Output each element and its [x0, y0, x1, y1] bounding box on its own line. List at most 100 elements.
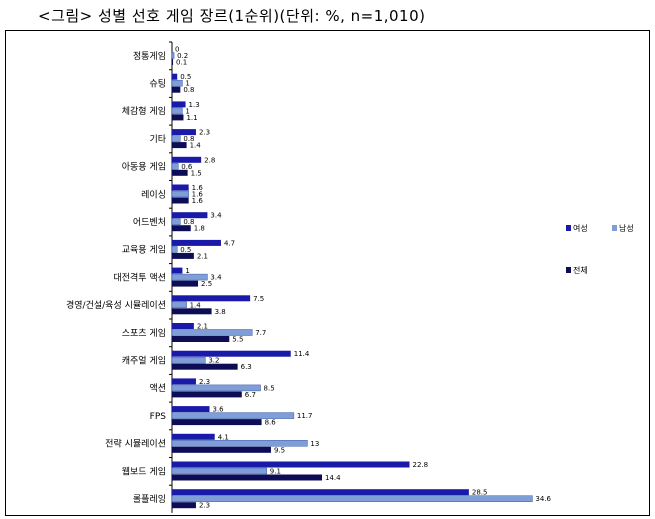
category-label: 기타: [149, 134, 166, 145]
category-label: 체감형 게임: [122, 105, 166, 117]
chart-frame: 정통게임 0 0.2 0.1 슈팅 0.5 1 0.8 체감형 게임 1.3 1 1.1 기타 2.3 0.…: [5, 30, 650, 516]
data-label: 1.3: [189, 101, 200, 109]
data-label: 4.1: [218, 433, 229, 441]
data-label: 5.5: [232, 336, 243, 344]
category-label: 경영/건설/육성 시뮬레이션: [66, 299, 166, 311]
bar-female: [172, 433, 215, 440]
data-label: 1.6: [192, 191, 204, 199]
data-label: 13: [310, 440, 319, 448]
bar-female: [172, 184, 189, 191]
legend-label-total: 전체: [573, 265, 588, 275]
bar-total: [172, 336, 230, 342]
data-label: 7.5: [253, 295, 264, 303]
bar-total: [172, 225, 191, 232]
bar-female: [172, 378, 196, 385]
bar-female: [172, 323, 194, 329]
legend-swatch-total: [566, 267, 571, 273]
bar-male: [171, 190, 189, 198]
bar-total: [172, 59, 174, 65]
bar-female: [172, 156, 202, 163]
bar-male: [171, 52, 175, 59]
data-label: 3.4: [210, 212, 222, 220]
category-label: 대전격투 액션: [113, 271, 166, 283]
bar-female: [172, 295, 251, 302]
data-label: 1.1: [186, 114, 197, 122]
data-label: 1: [185, 267, 189, 275]
data-label: 8.6: [265, 419, 277, 427]
bar-total: [172, 363, 238, 370]
category-label: 캐주얼 게임: [122, 354, 166, 366]
data-label: 9.1: [270, 468, 281, 476]
figure-title: <그림> 성별 선호 게임 장르(1순위)(단위: %, n=1,010): [38, 7, 426, 25]
bar-male: [171, 329, 253, 336]
data-label: 1.4: [190, 142, 202, 150]
bar-female: [172, 129, 196, 136]
bar-male: [171, 246, 178, 253]
bar-male: [171, 273, 208, 281]
bar-male: [171, 440, 308, 447]
data-label: 2.1: [197, 252, 208, 260]
bar-total: [172, 446, 271, 453]
bar-female: [172, 489, 469, 496]
data-label: 2.3: [199, 129, 210, 137]
bar-male: [171, 218, 181, 225]
bar-male: [171, 301, 187, 309]
bar-total: [172, 252, 194, 259]
data-label: 2.1: [197, 323, 208, 331]
category-label: 전략 시뮬레이션: [105, 438, 166, 450]
bar-total: [172, 169, 188, 176]
data-label: 7.7: [255, 329, 266, 337]
data-label: 1.8: [194, 225, 205, 233]
data-label: 6.3: [241, 363, 252, 371]
bar-total: [172, 391, 242, 398]
bar-male: [171, 79, 183, 87]
data-label: 0.6: [181, 163, 193, 171]
bar-male: [171, 384, 261, 392]
bar-female: [172, 212, 208, 219]
data-label: 1.4: [190, 301, 202, 309]
bar-male: [171, 495, 533, 502]
data-label: 0: [175, 46, 179, 54]
data-label: 2.8: [204, 156, 215, 164]
bar-female: [172, 406, 210, 413]
data-label: 11.4: [294, 350, 310, 358]
data-label: 0.1: [176, 59, 187, 67]
data-label: 0.8: [183, 86, 194, 94]
bar-female: [172, 461, 410, 468]
data-label: 22.8: [413, 461, 429, 469]
data-label: 0.8: [183, 135, 194, 143]
category-label: 레이싱: [141, 189, 166, 200]
data-label: 11.7: [297, 412, 313, 420]
legend-label-male: 남성: [619, 224, 634, 233]
legend-label-female: 여성: [573, 223, 588, 233]
bar-male: [171, 135, 181, 142]
category-label: 슈팅: [149, 78, 166, 89]
bar-total: [172, 502, 196, 509]
data-label: 28.5: [472, 489, 488, 497]
data-label: 2.3: [199, 502, 210, 510]
bar-total: [172, 474, 322, 481]
category-label: 액션: [149, 382, 166, 394]
data-label: 4.7: [224, 239, 235, 247]
bar-female: [172, 239, 221, 246]
data-label: 0.2: [177, 52, 188, 60]
category-label: 어드벤처: [133, 216, 166, 228]
data-label: 2.3: [199, 378, 210, 386]
category-label: 아동용 게임: [122, 161, 166, 173]
data-label: 3.2: [208, 357, 219, 365]
bar-total: [172, 114, 184, 121]
data-label: 0.5: [180, 246, 191, 254]
legend-swatch-male: [612, 225, 617, 231]
bar-total: [172, 142, 187, 149]
data-label: 9.5: [274, 446, 285, 454]
bar-female: [172, 267, 183, 274]
data-label: 2.5: [201, 280, 212, 288]
data-label: 3.4: [210, 274, 222, 282]
data-label: 1.6: [192, 197, 204, 205]
bar-total: [172, 197, 189, 204]
bar-total: [172, 86, 181, 93]
bar-female: [172, 350, 291, 357]
data-label: 3.6: [213, 406, 225, 414]
legend-swatch-female: [566, 225, 571, 231]
bar-male: [171, 412, 295, 419]
